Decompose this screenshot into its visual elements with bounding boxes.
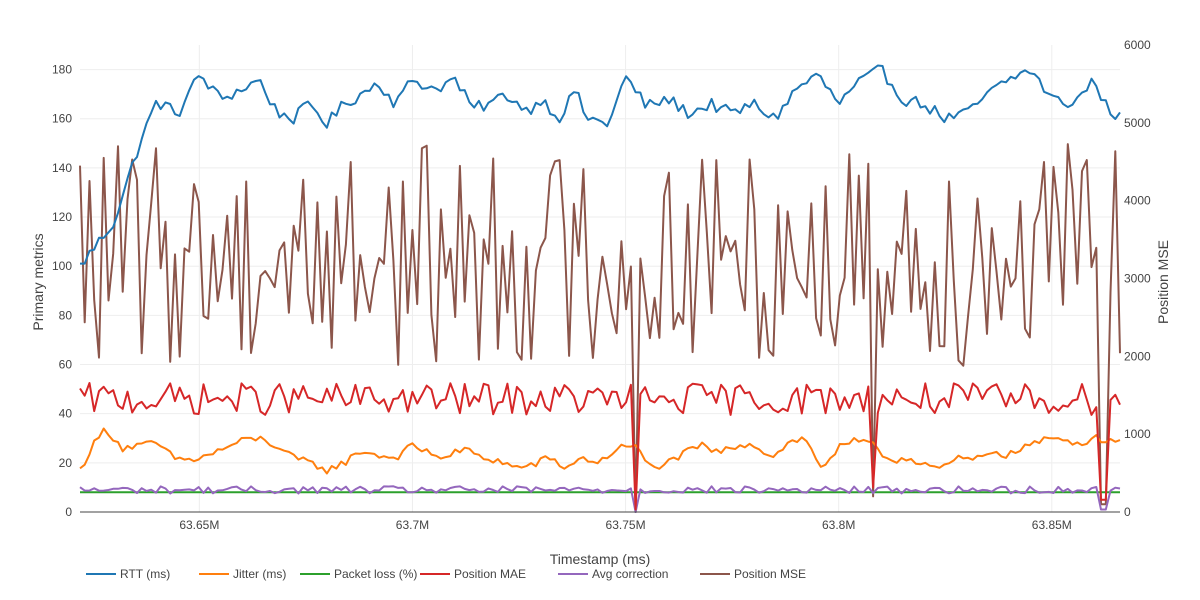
legend-item[interactable]: Packet loss (%) bbox=[300, 567, 417, 581]
y-tick-label: 80 bbox=[59, 308, 73, 322]
y-tick-label: 180 bbox=[52, 63, 72, 77]
legend-label: Packet loss (%) bbox=[334, 567, 417, 581]
legend-label: Position MSE bbox=[734, 567, 806, 581]
axes: 0 20 40 60 80 100 120 140 160 180 0 1000 2000 3000 400… bbox=[52, 38, 1151, 532]
y2-tick-label: 2000 bbox=[1124, 349, 1151, 363]
y2-tick-label: 3000 bbox=[1124, 272, 1151, 286]
y-tick-label: 20 bbox=[59, 456, 73, 470]
x-tick-label: 63.8M bbox=[822, 518, 855, 532]
y2-axis-title: Position MSE bbox=[1155, 240, 1171, 324]
x-tick-label: 63.85M bbox=[1032, 518, 1072, 532]
y2-tick-label: 5000 bbox=[1124, 116, 1151, 130]
y2-tick-label: 4000 bbox=[1124, 194, 1151, 208]
legend-item[interactable]: Position MSE bbox=[700, 567, 806, 581]
x-tick-label: 63.75M bbox=[606, 518, 646, 532]
legend-item[interactable]: Position MAE bbox=[420, 567, 526, 581]
series-line-avg-correction bbox=[79, 485, 1121, 513]
y-tick-label: 140 bbox=[52, 161, 72, 175]
y-tick-label: 160 bbox=[52, 112, 72, 126]
legend-item[interactable]: Jitter (ms) bbox=[199, 567, 286, 581]
legend-label: RTT (ms) bbox=[120, 567, 170, 581]
x-axis-title: Timestamp (ms) bbox=[550, 551, 651, 567]
y2-tick-label: 6000 bbox=[1124, 38, 1151, 52]
series-line-rtt-ms bbox=[80, 64, 1121, 265]
legend-label: Avg correction bbox=[592, 567, 668, 581]
legend-label: Jitter (ms) bbox=[233, 567, 286, 581]
series-line-position-mae bbox=[79, 382, 1121, 511]
y-tick-label: 120 bbox=[52, 210, 72, 224]
gridlines bbox=[80, 45, 1120, 512]
legend-item[interactable]: Avg correction bbox=[558, 567, 668, 581]
y-axis-title: Primary metrics bbox=[30, 233, 46, 330]
series-line-jitter-ms bbox=[79, 427, 1121, 475]
legend-label: Position MAE bbox=[454, 567, 526, 581]
y2-tick-label: 1000 bbox=[1124, 427, 1151, 441]
series-lines bbox=[79, 64, 1121, 513]
y-tick-label: 100 bbox=[52, 259, 72, 273]
legend-item[interactable]: RTT (ms) bbox=[86, 567, 170, 581]
y-tick-label: 60 bbox=[59, 358, 73, 372]
series-line-position-mse bbox=[79, 143, 1121, 513]
y-tick-label: 40 bbox=[59, 407, 73, 421]
y-tick-label: 0 bbox=[65, 505, 72, 519]
x-tick-label: 63.65M bbox=[179, 518, 219, 532]
y2-tick-label: 0 bbox=[1124, 505, 1131, 519]
x-tick-label: 63.7M bbox=[396, 518, 429, 532]
legend: RTT (ms) Jitter (ms) Packet loss (%) Positi… bbox=[86, 567, 806, 581]
